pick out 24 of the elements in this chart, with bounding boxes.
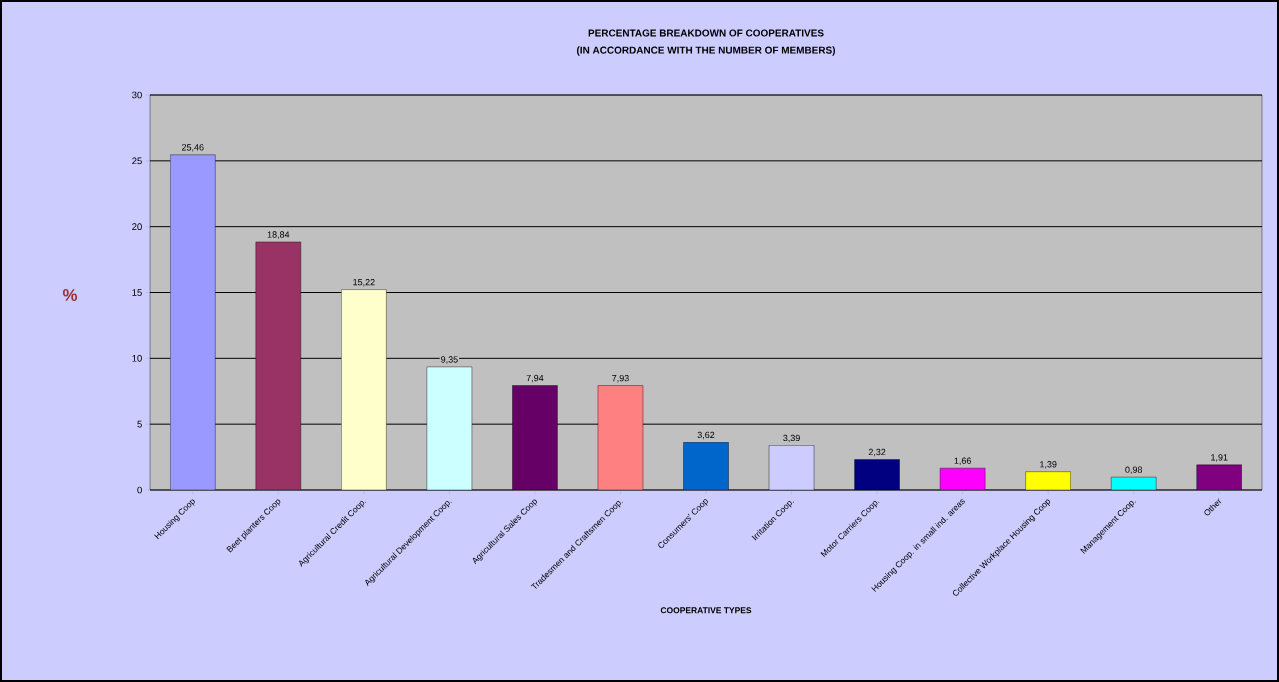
data-label: 1,39 — [1040, 461, 1057, 469]
y-tick-label: 15 — [132, 289, 142, 296]
data-label: 18,84 — [267, 231, 290, 239]
data-label: 0,98 — [1125, 466, 1143, 474]
data-label: 3,39 — [783, 434, 800, 443]
data-label: 7,94 — [526, 374, 544, 383]
chart-subtitle: (IN ACCORDANCE WITH THE NUMBER OF MEMBERS) — [577, 46, 835, 56]
y-axis-title: % — [62, 289, 78, 301]
x-axis-title: COOPERATIVE TYPES — [660, 607, 752, 614]
y-tick-label: 20 — [132, 223, 142, 231]
y-tick-label: 5 — [137, 420, 142, 428]
data-label: 7,93 — [612, 374, 629, 383]
y-tick-label: 0 — [137, 486, 142, 494]
y-tick-label: 30 — [132, 91, 142, 99]
chart-title: PERCENTAGE BREAKDOWN OF COOPERATIVES — [588, 29, 824, 37]
data-label: 9,35 — [441, 356, 458, 364]
data-label: 15,22 — [353, 278, 375, 287]
data-label: 3,62 — [697, 431, 715, 440]
data-label: 1,66 — [954, 457, 971, 465]
data-label: 25,46 — [182, 144, 204, 152]
data-label: 1,91 — [1211, 454, 1228, 462]
data-label: 2,32 — [868, 448, 886, 457]
y-tick-label: 25 — [132, 157, 142, 165]
y-tick-label: 10 — [132, 354, 142, 362]
